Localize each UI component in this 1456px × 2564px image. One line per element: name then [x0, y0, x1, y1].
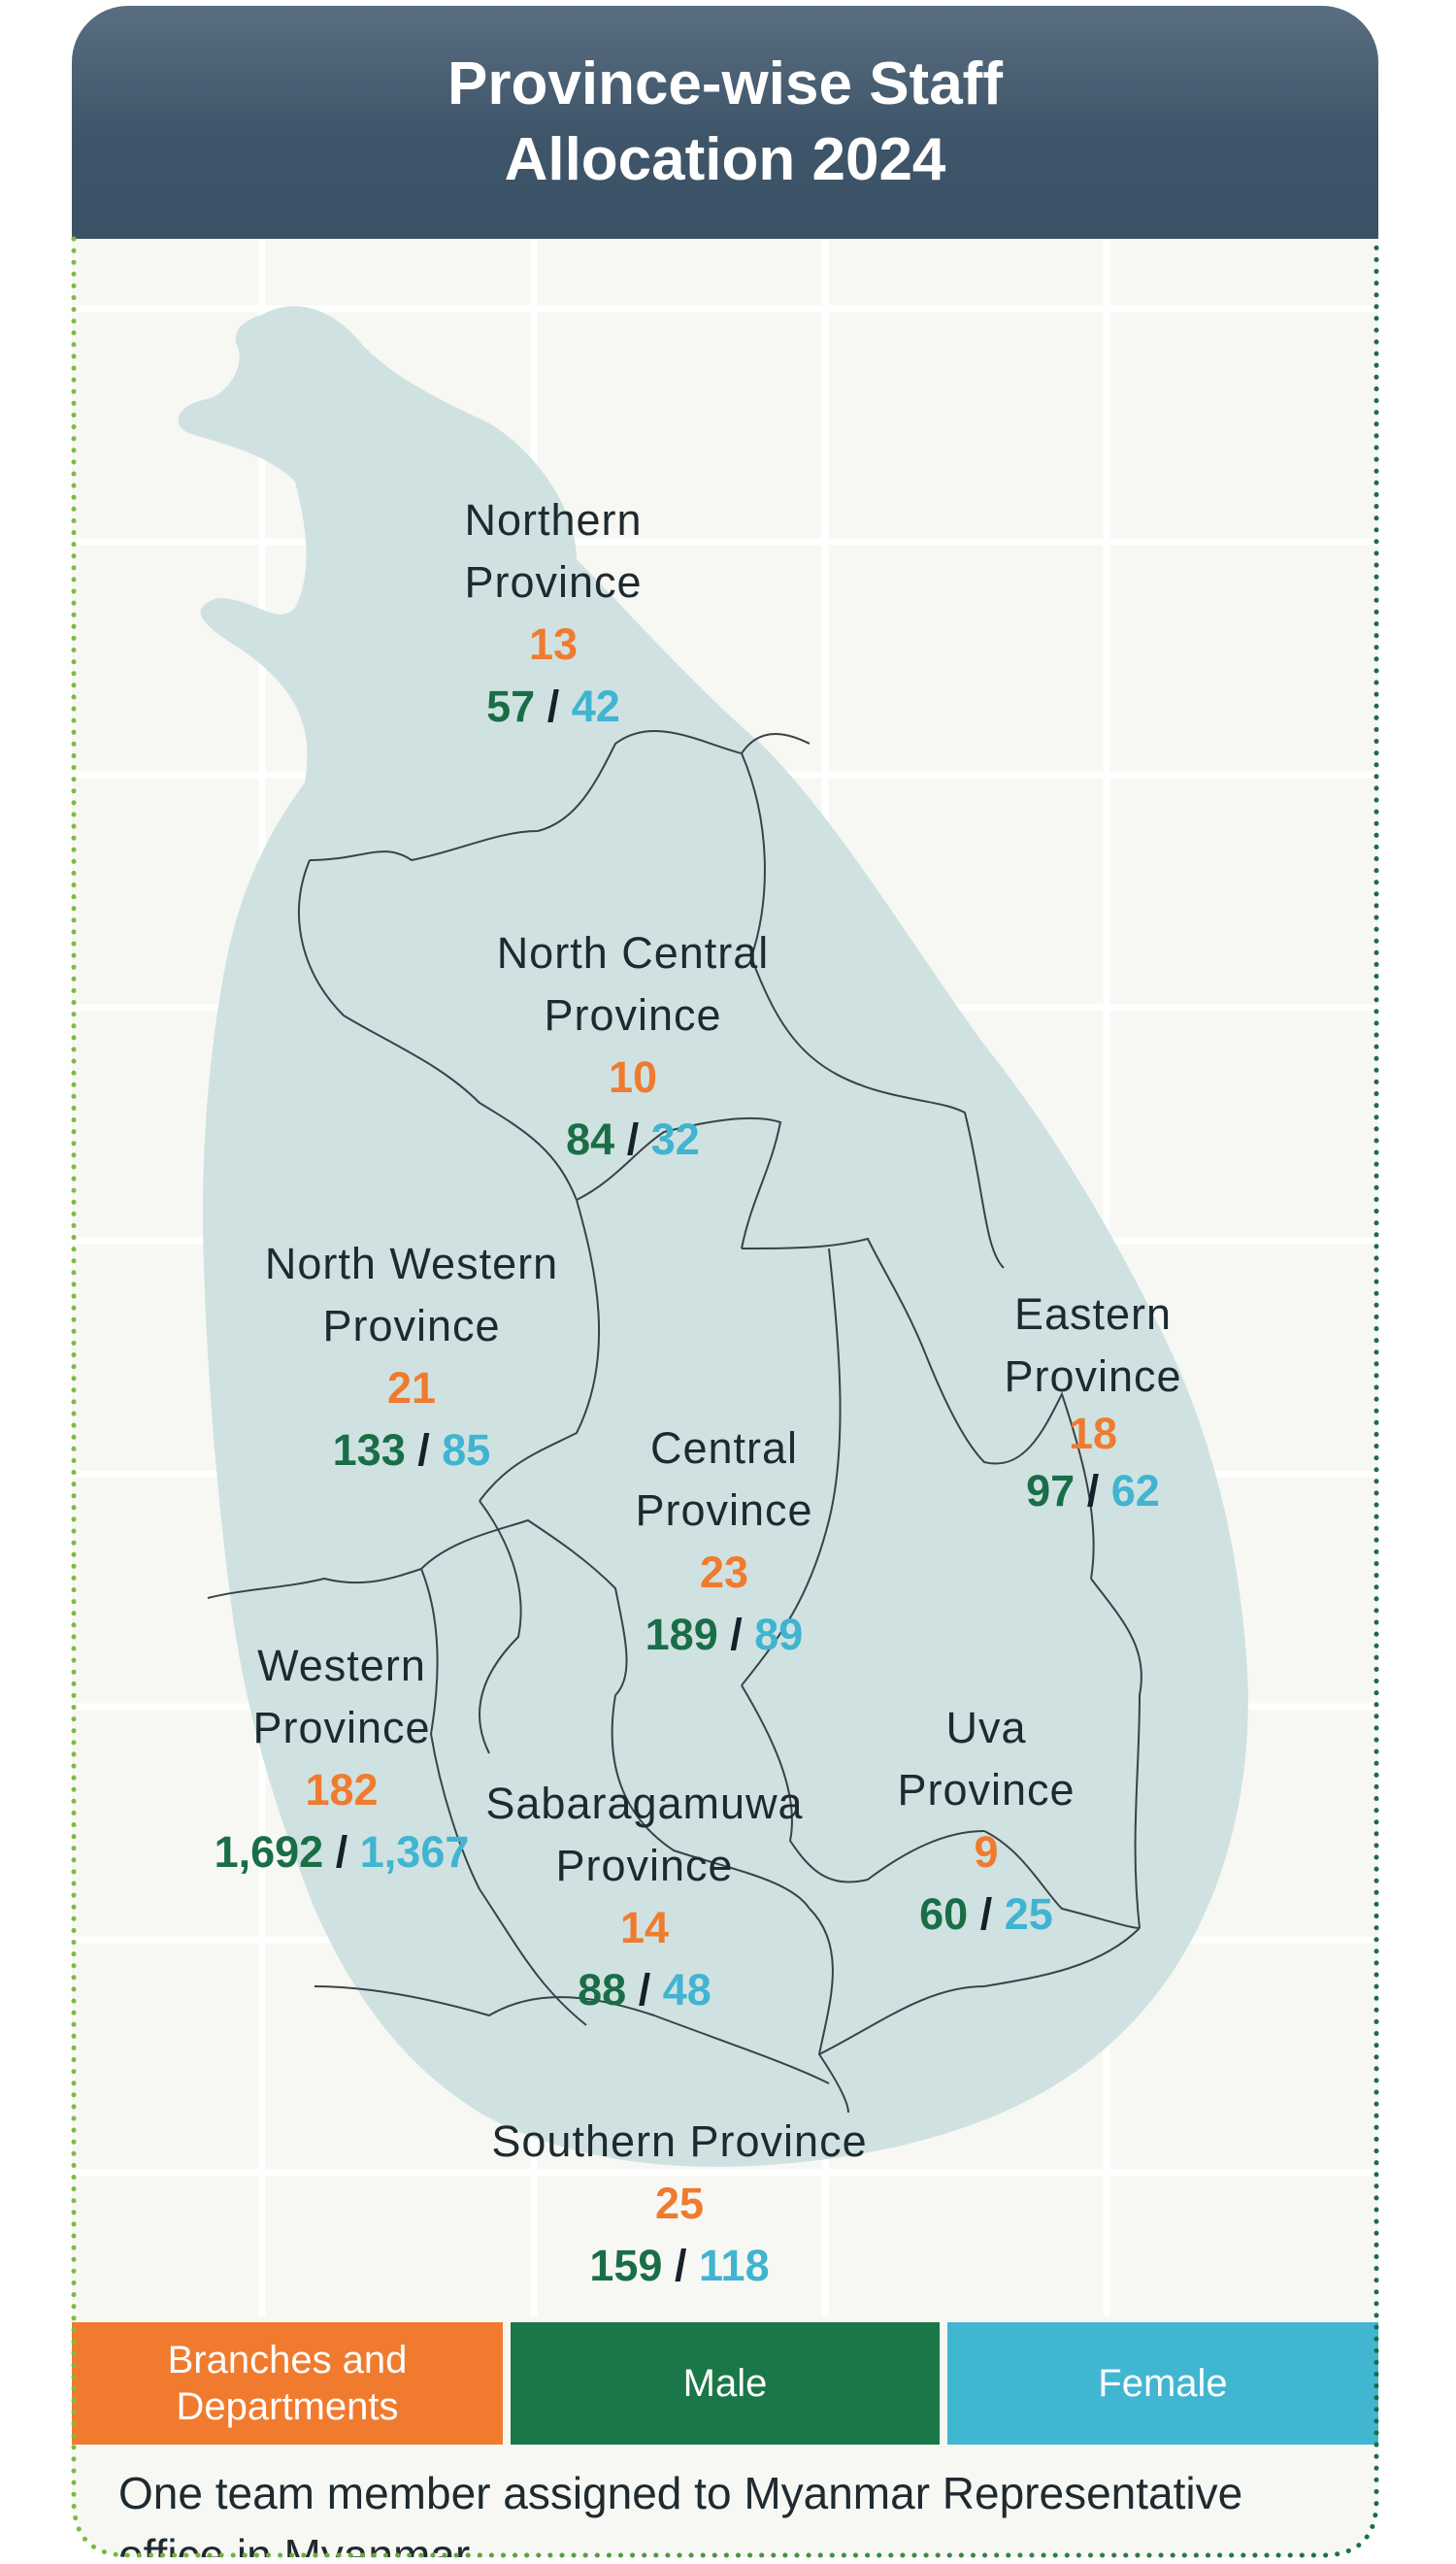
male-count: 88: [578, 1965, 627, 2015]
province-western: Western Province 182 1,692 / 1,367: [215, 1635, 470, 1883]
legend-label: Male: [682, 2362, 768, 2405]
province-name: Sabaragamuwa Province: [485, 1779, 804, 1890]
male-count: 97: [1026, 1466, 1075, 1515]
province-north-central: North Central Province 10 84 / 32: [473, 922, 793, 1171]
legend-branches: Branches and Departments: [72, 2322, 503, 2445]
province-name: Eastern Province: [1004, 1289, 1182, 1401]
staff-counts: 57 / 42: [486, 682, 620, 731]
male-count: 60: [919, 1889, 969, 1939]
infographic-card: Province-wise Staff Allocation 2024: [72, 6, 1378, 2557]
staff-counts: 84 / 32: [566, 1115, 700, 1164]
branches-count: 13: [528, 619, 579, 669]
branches-count: 21: [386, 1363, 437, 1413]
branches-count: 10: [608, 1052, 658, 1102]
province-sabaragamuwa: Sabaragamuwa Province 14 88 / 48: [470, 1773, 819, 2021]
province-name: Central Province: [635, 1423, 813, 1535]
male-count: 57: [486, 682, 536, 731]
female-count: 62: [1110, 1466, 1160, 1515]
branches-count: 14: [619, 1903, 670, 1952]
female-count: 85: [442, 1425, 491, 1475]
province-northern: Northern Province 13 57 / 42: [437, 489, 670, 738]
female-count: 1,367: [359, 1827, 470, 1877]
page-title: Province-wise Staff Allocation 2024: [447, 50, 1003, 193]
legend-label: Female: [1098, 2362, 1228, 2405]
province-name: Northern Province: [464, 495, 643, 607]
province-name: Southern Province: [491, 2116, 868, 2166]
male-count: 1,692: [214, 1827, 324, 1877]
header-banner: Province-wise Staff Allocation 2024: [72, 6, 1378, 239]
province-southern: Southern Province 25 159 / 118: [491, 2111, 867, 2297]
branches-count: 9: [974, 1827, 999, 1877]
female-count: 48: [662, 1965, 711, 2015]
province-north-western: North Western Province 21 133 / 85: [242, 1233, 581, 1482]
legend-label: Branches and Departments: [167, 2339, 408, 2428]
male-count: 159: [589, 2241, 663, 2290]
staff-counts: 189 / 89: [645, 1610, 804, 1659]
female-count: 118: [699, 2241, 770, 2290]
female-count: 25: [1004, 1889, 1053, 1939]
female-count: 42: [571, 682, 620, 731]
legend-female: Female: [947, 2322, 1378, 2445]
staff-counts: 88 / 48: [578, 1965, 711, 2015]
legend: Branches and Departments Male Female: [72, 2322, 1378, 2445]
footnote: One team member assigned to Myanmar Repr…: [118, 2468, 1243, 2557]
staff-counts: 60 / 25: [919, 1889, 1053, 1939]
male-count: 84: [566, 1115, 615, 1164]
province-name: North Central Province: [496, 928, 770, 1040]
staff-counts: 133 / 85: [332, 1425, 491, 1475]
female-count: 89: [754, 1610, 804, 1659]
branches-count: 182: [305, 1765, 379, 1815]
staff-counts: 1,692 / 1,367: [214, 1827, 470, 1877]
province-name: Western Province: [252, 1641, 431, 1752]
branches-count: 18: [1068, 1409, 1118, 1458]
staff-counts: 97 / 62: [1026, 1466, 1160, 1515]
province-name: Uva Province: [897, 1703, 1075, 1815]
male-count: 189: [645, 1610, 718, 1659]
staff-counts: 159 / 118: [589, 2241, 770, 2290]
province-uva: Uva Province 9 60 / 25: [889, 1697, 1083, 1946]
branches-count: 23: [699, 1548, 749, 1597]
map-area: Northern Province 13 57 / 42 North Centr…: [72, 239, 1378, 2316]
legend-male: Male: [511, 2322, 940, 2445]
male-count: 133: [332, 1425, 406, 1475]
province-central: Central Province 23 189 / 89: [617, 1417, 831, 1666]
province-name: North Western Province: [264, 1239, 559, 1350]
branches-count: 25: [654, 2179, 705, 2228]
female-count: 32: [650, 1115, 700, 1164]
province-eastern: Eastern Province 18 97 / 62: [986, 1283, 1200, 1522]
